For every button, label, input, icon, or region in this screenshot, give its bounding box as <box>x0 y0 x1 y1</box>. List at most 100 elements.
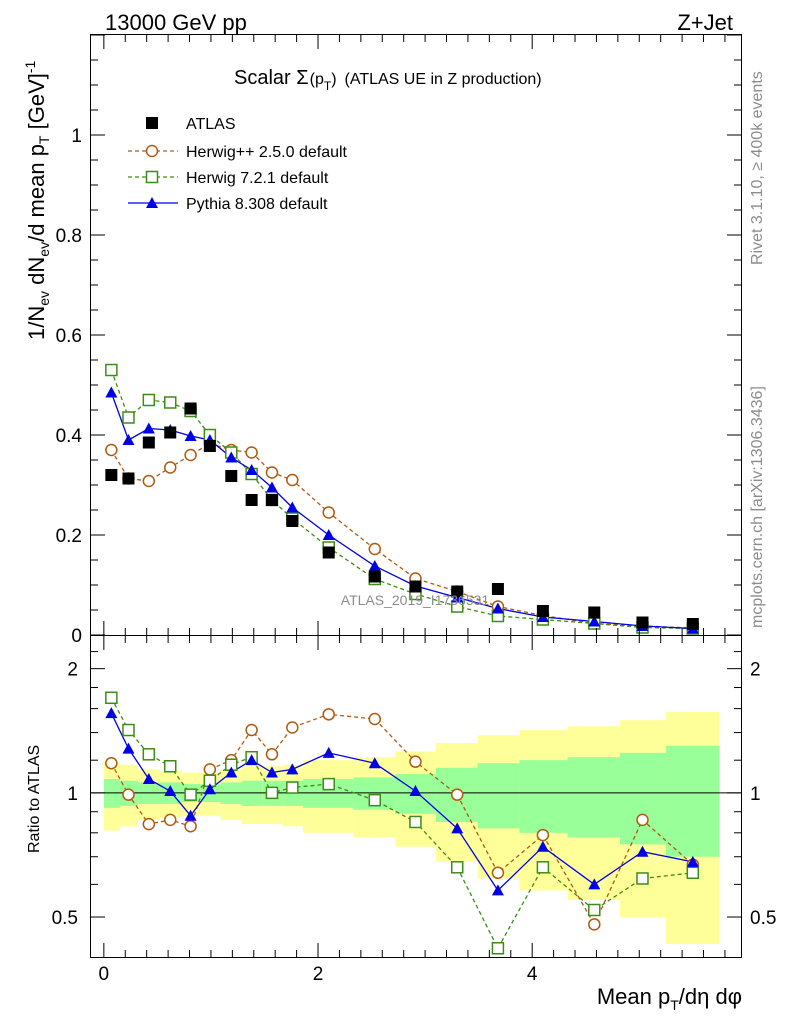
ratio-point-pythia <box>122 742 135 754</box>
ratio-band-inner <box>567 757 620 838</box>
ratio-y-tick-label-left: 0.5 <box>52 908 78 929</box>
chart-title-rest: (ATLAS UE in Z production) <box>345 71 542 88</box>
main-point-herwig7 <box>105 363 118 377</box>
main-point-herwig7 <box>163 396 177 409</box>
main-point-pythia <box>322 529 335 540</box>
main-point-pythia <box>105 386 118 398</box>
ratio-band-inner <box>519 760 568 833</box>
main-point-atlas <box>245 494 258 506</box>
main-point-atlas <box>491 583 504 595</box>
x-tick-label: 2 <box>313 964 324 985</box>
main-y-tick-label: 0 <box>71 626 82 647</box>
ratio-point-herwigpp <box>203 763 217 776</box>
ratio-point-herwig7 <box>184 788 197 801</box>
ratio-point-pythia <box>491 884 504 896</box>
mcplots-label: mcplots.cern.ch [arXiv:1306.3436] <box>749 386 766 628</box>
main-point-herwig7 <box>122 411 135 424</box>
main-line-herwig7 <box>110 369 693 630</box>
ratio-band-inner <box>477 763 520 829</box>
ratio-point-herwig7 <box>588 903 601 917</box>
main-panel-marks <box>105 363 700 635</box>
ratio-point-herwigpp <box>491 866 505 880</box>
ratio-point-herwig7 <box>368 793 382 807</box>
main-point-atlas <box>122 472 135 485</box>
main-point-atlas <box>184 402 197 415</box>
main-y-tick-label: 0.2 <box>56 526 82 547</box>
ratio-y-tick-label-right: 0.5 <box>750 908 776 929</box>
main-y-tick-label: 0.6 <box>56 326 82 347</box>
main-point-pythia <box>245 464 258 475</box>
ratio-point-pythia <box>686 855 699 867</box>
ratio-band-inner <box>619 752 667 845</box>
ratio-point-pythia <box>225 766 238 778</box>
ratio-band-inner <box>103 779 120 808</box>
ratio-point-herwig7 <box>286 781 299 794</box>
main-y-tick-label: 0.8 <box>56 226 82 247</box>
main-point-pythia <box>122 434 135 445</box>
main-y-tick-label: 1 <box>71 126 82 147</box>
main-point-atlas <box>142 436 155 449</box>
ratio-frame <box>90 635 742 958</box>
main-point-pythia <box>184 430 197 441</box>
ratio-point-herwig7 <box>636 872 649 885</box>
main-point-atlas <box>322 546 335 559</box>
main-point-herwigpp <box>245 446 258 459</box>
ratio-point-herwig7 <box>491 942 505 955</box>
main-point-pythia <box>142 422 155 434</box>
legend-label-pythia: Pythia 8.308 default <box>186 196 328 213</box>
main-point-pythia <box>225 451 238 463</box>
main-point-pythia <box>368 560 381 571</box>
legend-label-herwig7: Herwig 7.2.1 default <box>186 170 329 187</box>
ratio-point-herwigpp <box>245 723 258 737</box>
chart-title-sub-t: T <box>324 79 332 93</box>
main-point-herwigpp <box>265 466 279 479</box>
ratio-point-herwig7 <box>265 786 279 800</box>
main-point-atlas <box>409 580 422 593</box>
ratio-point-herwigpp <box>368 712 382 726</box>
ratio-point-herwig7 <box>409 815 422 829</box>
main-point-atlas <box>588 606 601 619</box>
x-tick-label: 4 <box>527 964 538 985</box>
ratio-point-pythia <box>286 763 299 775</box>
ratio-band-inner <box>666 745 720 857</box>
ratio-y-tick-label-right: 1 <box>750 784 761 805</box>
ratio-point-pythia <box>636 845 649 857</box>
ratio-y-tick-label-left: 1 <box>67 784 78 805</box>
ratio-point-pythia <box>409 785 422 797</box>
ratio-point-pythia <box>536 840 549 852</box>
ratio-point-herwigpp <box>588 918 601 931</box>
ratio-point-pythia <box>322 746 335 758</box>
ratio-point-pythia <box>184 809 197 821</box>
legend-label-herwigpp: Herwig++ 2.5.0 default <box>186 144 348 161</box>
chart-title-main: Scalar Σ <box>234 67 309 89</box>
main-point-herwigpp <box>286 473 299 487</box>
x-tick-label: 0 <box>99 964 110 985</box>
ratio-point-herwig7 <box>105 691 118 705</box>
x-axis-label: Mean pT/dη dφ <box>597 984 742 1013</box>
ratio-point-herwigpp <box>636 813 649 827</box>
ratio-point-herwigpp <box>122 788 135 801</box>
main-point-herwigpp <box>142 474 156 488</box>
ratio-point-herwig7 <box>450 861 464 874</box>
ratio-point-pythia <box>105 707 118 719</box>
ratio-point-herwigpp <box>286 721 299 734</box>
ratio-point-pythia <box>203 783 216 795</box>
ratio-y-tick-label-left: 2 <box>67 660 78 681</box>
ratio-panel-marks <box>91 691 741 955</box>
main-point-atlas <box>536 605 549 617</box>
legend-label-atlas: ATLAS <box>186 116 236 133</box>
main-point-pythia <box>286 501 299 513</box>
main-point-atlas <box>686 618 699 630</box>
ratio-point-herwigpp <box>265 748 279 761</box>
ratio-point-pythia <box>451 822 464 834</box>
main-y-axis-label: 1/Nev dNev/d mean pT [GeV]-1 <box>22 60 52 340</box>
ratio-point-pythia <box>142 773 155 785</box>
main-point-herwigpp <box>163 461 177 474</box>
legend-marker-pythia <box>146 197 158 208</box>
chart-title: Scalar Σ(pT) (ATLAS UE in Z production) <box>234 67 542 93</box>
axes-ticks: 0 0.2 0.4 0.6 0.8 1 0 2 4 0.5 0.5 1 1 2 2 <box>52 34 776 985</box>
ratio-point-herwigpp <box>450 788 464 801</box>
ratio-point-pythia <box>265 766 278 778</box>
legend-marker-herwigpp <box>145 144 159 158</box>
